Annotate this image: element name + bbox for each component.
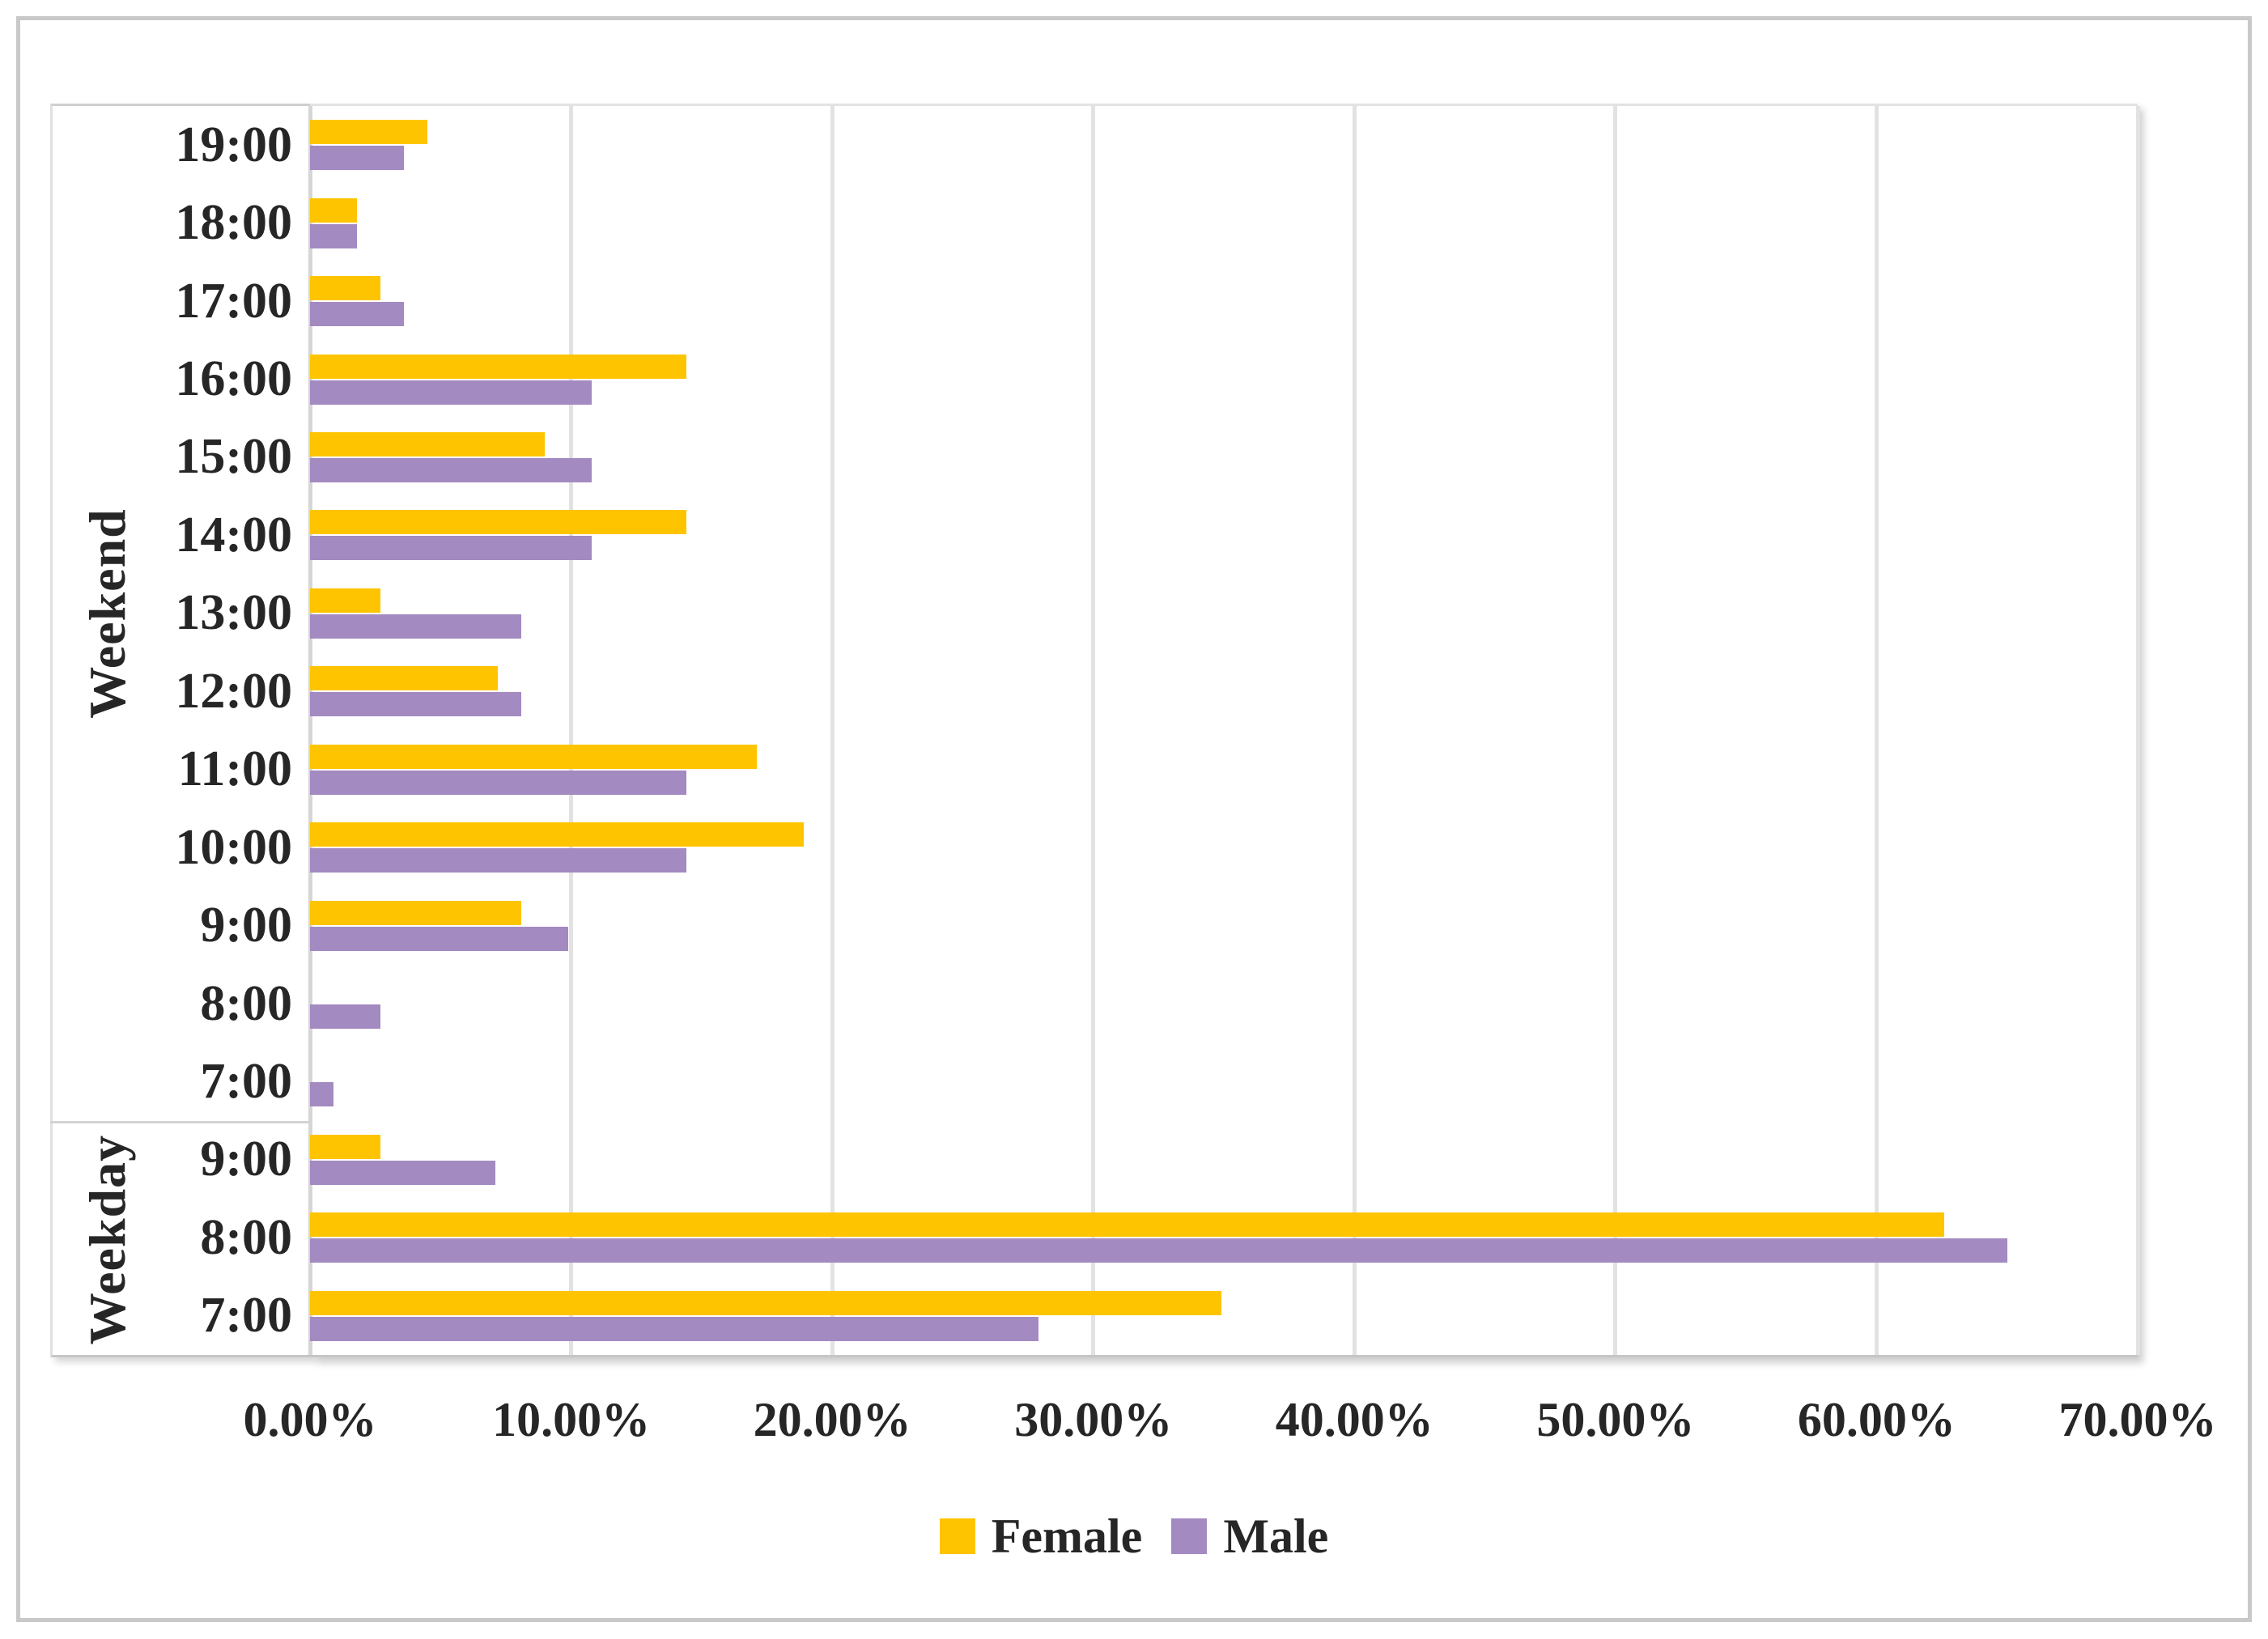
bar-female-1200 — [310, 666, 499, 691]
y-tick-label: 13:00 — [175, 585, 292, 641]
y-tick-label: 17:00 — [175, 273, 292, 329]
bar-female-1500 — [310, 431, 546, 456]
x-tick-label: 30.00% — [1014, 1393, 1173, 1446]
bar-female-1800 — [310, 197, 358, 223]
plot-area — [308, 104, 2140, 1357]
y-tick-label: 19:00 — [175, 117, 292, 172]
y-tick-label: 16:00 — [175, 351, 292, 407]
legend-label-female: Female — [991, 1509, 1143, 1563]
y-tick-label: 12:00 — [175, 663, 292, 719]
bar-male-700 — [310, 1082, 334, 1107]
legend: Female Male — [0, 1512, 2268, 1560]
bar-male-700 — [310, 1316, 1038, 1341]
x-tick-label: 10.00% — [492, 1393, 651, 1446]
y-axis-category-panel: Weekend Weekday 19:00 18:00 17:00 16:00 15:0… — [50, 104, 312, 1357]
y-tick-label: 8:00 — [200, 975, 292, 1031]
gridline — [569, 106, 574, 1355]
gridline — [830, 106, 835, 1355]
gridline — [1091, 106, 1096, 1355]
x-tick-label: 50.00% — [1536, 1393, 1695, 1446]
legend-swatch-male-icon — [1171, 1518, 1208, 1554]
x-tick-label: 60.00% — [1797, 1393, 1956, 1446]
y-tick-label: 15:00 — [175, 429, 292, 485]
bar-female-1900 — [310, 120, 428, 145]
bar-female-1000 — [310, 822, 804, 847]
gridline — [1352, 106, 1357, 1355]
x-tick-label: 20.00% — [753, 1393, 911, 1446]
x-tick-label: 40.00% — [1275, 1393, 1433, 1446]
gridline — [2135, 106, 2140, 1355]
bar-male-1300 — [310, 614, 522, 639]
bar-female-1400 — [310, 510, 686, 535]
bar-male-1400 — [310, 536, 592, 561]
bar-female-1100 — [310, 744, 757, 769]
y-tick-label: 11:00 — [177, 741, 292, 797]
gridline — [1874, 106, 1879, 1355]
bar-male-900 — [310, 926, 569, 951]
bar-male-1000 — [310, 848, 686, 873]
bar-male-1100 — [310, 770, 686, 795]
bar-female-1700 — [310, 276, 381, 301]
bar-female-1600 — [310, 354, 686, 379]
bar-male-1500 — [310, 457, 592, 482]
bar-male-800 — [310, 1004, 381, 1030]
y-tick-label: 10:00 — [175, 819, 292, 875]
bar-female-1300 — [310, 588, 381, 613]
legend-item-female: Female — [939, 1509, 1143, 1563]
bar-male-1200 — [310, 692, 522, 717]
y-tick-label: 8:00 — [200, 1209, 292, 1265]
bar-male-1600 — [310, 380, 592, 405]
x-tick-label: 0.00% — [243, 1393, 377, 1446]
legend-item-male: Male — [1171, 1512, 1328, 1560]
y-tick-label: 18:00 — [175, 195, 292, 251]
group-divider-line — [50, 1120, 312, 1123]
bar-male-1700 — [310, 302, 405, 327]
x-tick-label: 70.00% — [2058, 1393, 2217, 1446]
y-tick-label: 9:00 — [200, 898, 292, 953]
bar-male-1900 — [310, 146, 405, 171]
bar-female-800 — [310, 1212, 1945, 1238]
bar-female-900 — [310, 900, 522, 925]
y-tick-label: 9:00 — [200, 1132, 292, 1187]
bar-female-700 — [310, 1290, 1221, 1315]
y-tick-label: 14:00 — [175, 507, 292, 563]
y-tick-label: 7:00 — [200, 1053, 292, 1109]
bar-male-800 — [310, 1238, 2007, 1263]
bar-male-900 — [310, 1160, 496, 1185]
legend-label-male: Male — [1223, 1509, 1329, 1563]
gridline — [1613, 106, 1618, 1355]
legend-swatch-female-icon — [939, 1518, 975, 1554]
y-axis-line — [308, 106, 312, 1355]
bar-female-900 — [310, 1134, 381, 1159]
y-tick-label: 7:00 — [200, 1288, 292, 1344]
bar-male-1800 — [310, 223, 358, 248]
